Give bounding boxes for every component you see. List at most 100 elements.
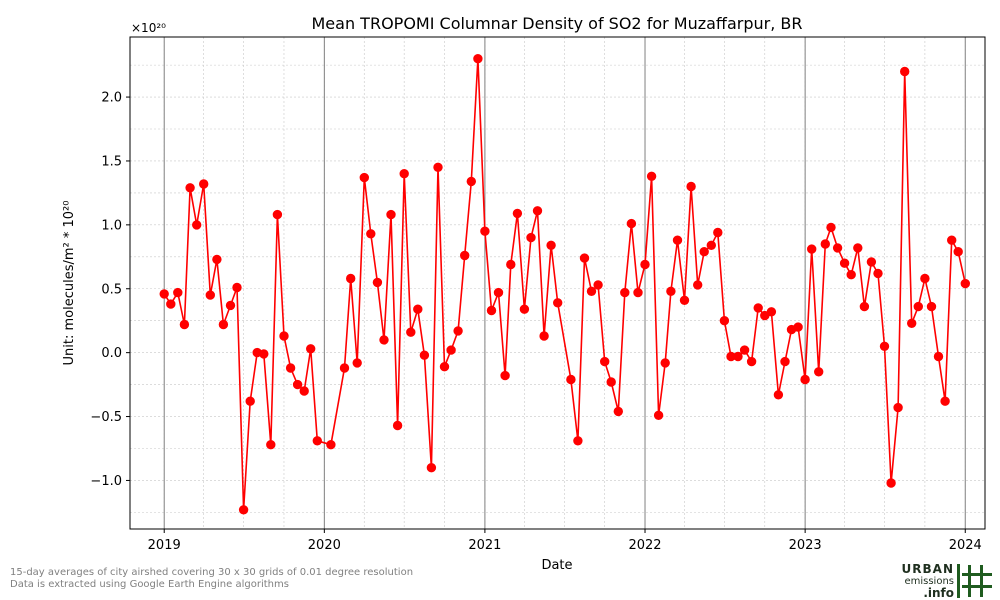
y-tick-label: 0.0 <box>101 346 122 361</box>
footnote-line-2: Data is extracted using Google Earth Eng… <box>10 579 289 590</box>
data-point <box>814 367 824 377</box>
data-point <box>773 390 784 400</box>
data-point <box>413 304 423 314</box>
data-point <box>439 362 450 372</box>
data-point <box>666 286 676 296</box>
data-point <box>739 345 750 355</box>
data-point <box>826 222 836 233</box>
data-point <box>199 179 209 189</box>
data-point <box>719 316 730 326</box>
data-point <box>406 327 416 337</box>
data-point <box>166 299 176 309</box>
data-point <box>426 463 437 473</box>
y-tick-label: −0.5 <box>90 410 122 425</box>
data-point <box>660 358 670 368</box>
data-point <box>185 183 195 193</box>
y-tick-label: 0.5 <box>101 282 122 297</box>
data-point <box>272 209 283 220</box>
data-point <box>500 370 510 381</box>
data-point <box>460 250 470 261</box>
data-point <box>366 229 376 239</box>
y-tick-label: 1.5 <box>101 154 122 169</box>
data-point <box>205 290 216 300</box>
data-point <box>766 307 777 317</box>
data-point <box>886 478 896 488</box>
data-point <box>626 218 637 229</box>
data-point <box>159 289 169 299</box>
data-point <box>245 396 255 406</box>
series-line <box>163 57 967 511</box>
data-point <box>512 208 523 219</box>
data-point <box>519 304 530 314</box>
x-tick-label: 2023 <box>789 538 822 553</box>
chart-title: Mean TROPOMI Columnar Density of SO2 for… <box>312 14 803 33</box>
data-point <box>780 356 790 367</box>
data-point <box>820 239 830 249</box>
x-tick-label: 2020 <box>308 538 341 553</box>
data-point <box>646 171 657 182</box>
data-point <box>793 322 803 332</box>
data-point <box>532 206 543 216</box>
data-point <box>285 363 296 373</box>
data-point <box>546 240 556 251</box>
data-point <box>466 176 476 187</box>
data-point <box>900 66 910 77</box>
data-point <box>553 298 563 308</box>
data-point <box>926 301 937 312</box>
data-point <box>232 282 242 293</box>
data-point <box>606 377 616 387</box>
data-point <box>493 287 504 298</box>
data-point <box>486 305 497 316</box>
x-axis-label: Date <box>541 558 572 573</box>
data-point <box>753 303 763 313</box>
data-point <box>746 356 757 367</box>
x-axis-ticks: 2019 2020 2021 2022 2023 2024 <box>148 529 982 553</box>
data-point <box>266 440 276 450</box>
logo-line-1: URBAN <box>901 562 954 576</box>
data-point <box>706 240 716 251</box>
data-point <box>579 253 590 263</box>
data-point <box>620 287 630 298</box>
data-point <box>259 349 269 359</box>
plot-frame <box>129 36 986 530</box>
data-point <box>633 287 643 298</box>
data-point <box>372 277 383 288</box>
data-point <box>913 301 923 312</box>
data-point <box>453 326 463 336</box>
data-point <box>225 300 236 311</box>
x-tick-label: 2024 <box>949 538 982 553</box>
data-points <box>159 54 970 515</box>
y-tick-label: 1.0 <box>101 218 122 233</box>
x-tick-label: 2019 <box>148 538 181 553</box>
x-tick-label: 2021 <box>468 538 501 553</box>
data-point <box>346 273 356 284</box>
data-point <box>173 287 183 298</box>
data-point <box>679 295 690 305</box>
data-point <box>539 331 549 341</box>
data-point <box>832 243 843 253</box>
data-point <box>312 436 322 446</box>
data-point <box>807 244 817 254</box>
data-point <box>800 374 810 385</box>
logo-line-3: .info <box>923 586 954 600</box>
data-point <box>473 54 483 64</box>
data-point <box>893 402 903 413</box>
data-point <box>566 374 576 385</box>
data-point <box>306 344 316 354</box>
data-point <box>920 273 930 284</box>
data-point <box>839 258 850 268</box>
data-point <box>713 227 723 238</box>
series-path <box>163 57 967 511</box>
data-point <box>480 226 490 236</box>
grid-lines <box>130 37 985 529</box>
data-point <box>352 358 362 368</box>
data-point <box>907 318 917 328</box>
data-point <box>392 420 403 431</box>
data-point <box>279 331 289 341</box>
x-tick-label: 2022 <box>628 538 661 553</box>
y-axis-ticks: −1.0 −0.5 0.0 0.5 1.0 1.5 2.0 <box>90 91 130 489</box>
data-point <box>359 172 369 183</box>
y-axis-label: Unit: molecules/m² * 10²⁰ <box>62 201 77 366</box>
data-point <box>859 301 870 312</box>
